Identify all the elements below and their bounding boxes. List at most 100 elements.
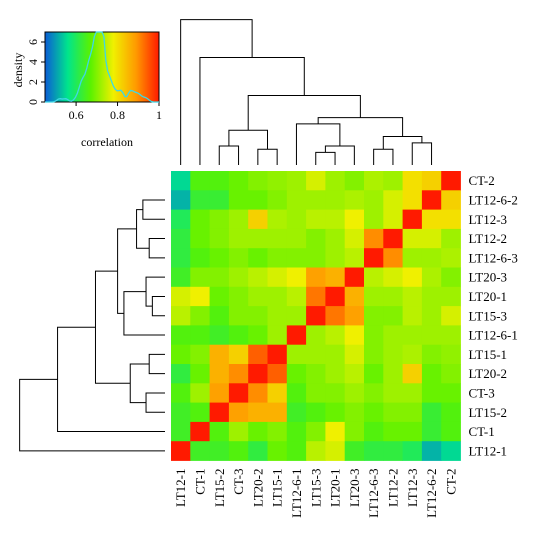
heatmap-cell: [306, 248, 326, 268]
heatmap-cell: [286, 209, 307, 230]
heatmap-cell: [209, 171, 230, 191]
heatmap-cell: [421, 248, 442, 268]
heatmap-cell: [228, 306, 249, 326]
heatmap-cell: [364, 248, 384, 268]
heatmap-cell: [441, 190, 461, 210]
dendrogram-branch: [145, 392, 165, 413]
heatmap-cell: [190, 344, 210, 365]
heatmap-cell: [248, 441, 268, 461]
heatmap-cell: [402, 306, 423, 326]
color-key-density-line: [44, 31, 160, 103]
column-label: LT12-6-1: [289, 469, 304, 518]
heatmap-cell: [267, 209, 288, 230]
dendrogram-branch: [19, 378, 165, 452]
heatmap-cell: [441, 171, 461, 191]
heatmap-cell: [306, 267, 326, 288]
heatmap-cell: [190, 441, 210, 461]
heatmap-cell: [421, 228, 442, 249]
heatmap-cell: [228, 441, 249, 461]
column-label: LT20-1: [328, 469, 343, 508]
heatmap-cell: [286, 402, 307, 423]
heatmap-cell: [325, 402, 346, 423]
heatmap-cell: [383, 383, 403, 403]
heatmap-cell: [171, 364, 191, 384]
heatmap-cell: [190, 383, 210, 403]
heatmap-cell: [441, 421, 461, 442]
dendrogram-branch: [295, 123, 341, 165]
heatmap-cell: [421, 402, 442, 423]
heatmap-cell: [171, 228, 191, 249]
heatmap-cell: [421, 325, 442, 346]
heatmap-cell: [383, 344, 403, 365]
heatmap-cell: [344, 228, 365, 249]
row-label: LT15-1: [469, 347, 508, 362]
row-label: LT15-2: [469, 405, 508, 420]
dendrogram-branch: [180, 19, 253, 165]
heatmap-cell: [209, 190, 230, 210]
heatmap-cell: [306, 190, 326, 210]
heatmap-cell: [228, 402, 249, 423]
heatmap-cell: [325, 209, 346, 230]
column-labels: LT12-1 CT-1 LT15-2 CT-3 LT20-2 LT15-1 LT12-6-1…: [173, 469, 458, 518]
dendrogram-branch: [247, 94, 361, 131]
heatmap-cell: [325, 267, 346, 288]
heatmap-cell: [190, 325, 210, 346]
heatmap-cell: [306, 344, 326, 365]
heatmap-cell: [306, 171, 326, 191]
color-key-gradient: [44, 31, 160, 103]
heatmap-cell: [344, 344, 365, 365]
heatmap-cell: [441, 209, 461, 230]
heatmap-cell: [344, 286, 365, 307]
heatmap-cell: [402, 248, 423, 268]
heatmap-cell: [190, 421, 210, 442]
column-label: LT12-6-2: [424, 469, 439, 518]
heatmap-cell: [383, 209, 403, 230]
heatmap-cell: [190, 286, 210, 307]
heatmap-cell: [286, 364, 307, 384]
heatmap-cell: [383, 325, 403, 346]
dendrogram-branch: [148, 353, 165, 375]
heatmap-cell: [402, 209, 423, 230]
heatmap-cell: [248, 209, 268, 230]
dendrogram-branch: [57, 326, 165, 433]
column-label: LT15-3: [308, 469, 323, 508]
heatmap-cell: [190, 209, 210, 230]
heatmap-cell: [441, 344, 461, 365]
heatmap-cell: [209, 306, 230, 326]
heatmap-cell: [383, 286, 403, 307]
dendrogram-branch: [373, 148, 394, 165]
heatmap-cell: [402, 344, 423, 365]
heatmap-cell: [441, 383, 461, 403]
heatmap-cell: [267, 306, 288, 326]
heatmap-cell: [402, 286, 423, 307]
heatmap-cell: [344, 171, 365, 191]
heatmap-cell: [383, 267, 403, 288]
heatmap-cell: [325, 248, 346, 268]
heatmap-cells: [171, 171, 461, 461]
heatmap-cell: [325, 364, 346, 384]
heatmap-cell: [190, 306, 210, 326]
heatmap-cell: [306, 306, 326, 326]
heatmap-cell: [248, 402, 268, 423]
column-label: LT15-1: [270, 469, 285, 508]
column-label: CT-3: [231, 469, 246, 495]
heatmap-cell: [383, 171, 403, 191]
heatmap-cell: [325, 190, 346, 210]
heatmap-cell: [344, 267, 365, 288]
heatmap-cell: [383, 306, 403, 326]
heatmap-cell: [306, 286, 326, 307]
heatmap-cell: [364, 383, 384, 403]
heatmap-cell: [267, 364, 288, 384]
heatmap-cell: [248, 364, 268, 384]
heatmap-cell: [383, 441, 403, 461]
heatmap-cell: [267, 325, 288, 346]
color-key-ytick-label: 0: [26, 99, 40, 105]
heatmap-cell: [344, 325, 365, 346]
heatmap-cell: [248, 190, 268, 210]
heatmap-cell: [190, 364, 210, 384]
heatmap-cell: [209, 325, 230, 346]
heatmap-cell: [248, 306, 268, 326]
heatmap-cell: [267, 267, 288, 288]
heatmap-cell: [171, 325, 191, 346]
